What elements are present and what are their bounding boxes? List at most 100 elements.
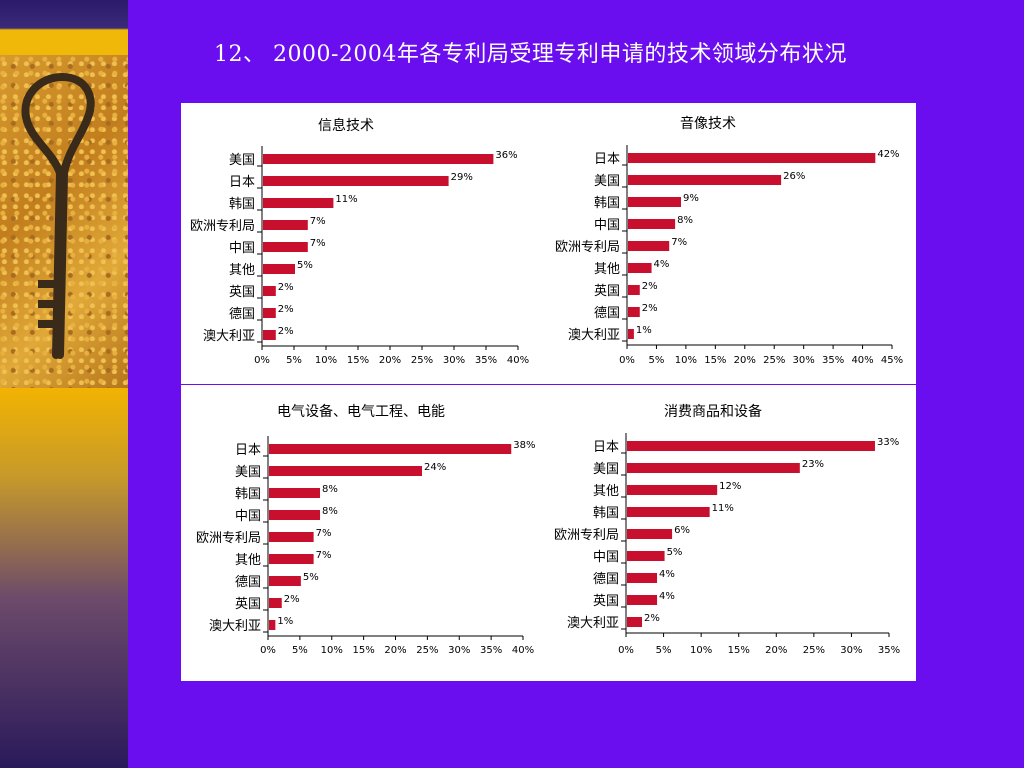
x-tick-label: 25% bbox=[411, 355, 433, 366]
bar-value-label: 7% bbox=[671, 237, 687, 248]
bar-value-label: 2% bbox=[284, 594, 300, 605]
x-tick-label: 30% bbox=[840, 645, 862, 656]
bar-value-label: 6% bbox=[674, 525, 690, 536]
chart-1: 信息技术 36% 美国 29% 日本 11% 韩国 7% 欧洲专利局 7% 中国 5% 其他 2% 英国 2%… bbox=[190, 117, 529, 366]
bar-value-label: 7% bbox=[310, 238, 326, 249]
category-label: 英国 bbox=[235, 597, 261, 612]
slide-title: 12、 2000-2004年各专利局受理专利申请的技术领域分布状况 bbox=[214, 42, 847, 67]
category-label: 韩国 bbox=[235, 487, 261, 502]
category-label: 美国 bbox=[594, 174, 620, 189]
bar-value-label: 1% bbox=[277, 616, 293, 627]
category-label: 韩国 bbox=[229, 197, 255, 212]
x-tick-label: 35% bbox=[475, 355, 497, 366]
x-tick-label: 10% bbox=[315, 355, 337, 366]
category-label: 美国 bbox=[235, 465, 261, 480]
x-tick-label: 15% bbox=[704, 355, 726, 366]
bar-value-label: 2% bbox=[278, 304, 294, 315]
x-tick-label: 10% bbox=[675, 355, 697, 366]
chart-4: 消费商品和设备 33% 日本 23% 美国 12% 其他 11% 韩国 6% 欧洲专利局 5% 中国 4%… bbox=[554, 403, 900, 656]
bar bbox=[628, 175, 782, 185]
bar-value-label: 2% bbox=[642, 281, 658, 292]
bar bbox=[628, 197, 681, 207]
x-tick-label: 10% bbox=[690, 645, 712, 656]
x-tick-label: 25% bbox=[763, 355, 785, 366]
bar-value-label: 8% bbox=[677, 215, 693, 226]
x-tick-label: 0% bbox=[260, 645, 276, 656]
bar-value-label: 11% bbox=[712, 503, 734, 514]
bar-value-label: 4% bbox=[659, 591, 675, 602]
x-tick-label: 30% bbox=[793, 355, 815, 366]
bar bbox=[269, 576, 301, 586]
bar bbox=[628, 241, 670, 251]
x-tick-label: 5% bbox=[649, 355, 665, 366]
category-label: 英国 bbox=[594, 284, 620, 299]
bar bbox=[628, 285, 640, 295]
category-label: 欧洲专利局 bbox=[196, 531, 261, 546]
bar-value-label: 38% bbox=[513, 440, 535, 451]
bar bbox=[627, 617, 643, 627]
x-tick-label: 45% bbox=[881, 355, 903, 366]
bar bbox=[269, 488, 320, 498]
bar-value-label: 29% bbox=[451, 172, 473, 183]
category-label: 日本 bbox=[229, 175, 255, 190]
x-tick-label: 25% bbox=[803, 645, 825, 656]
bar bbox=[269, 620, 276, 630]
category-label: 中国 bbox=[229, 241, 255, 256]
category-label: 其他 bbox=[235, 553, 261, 568]
category-label: 欧洲专利局 bbox=[554, 528, 619, 543]
chart-title: 信息技术 bbox=[318, 117, 374, 134]
category-label: 其他 bbox=[229, 263, 255, 278]
category-label: 德国 bbox=[229, 307, 255, 322]
x-tick-label: 25% bbox=[416, 645, 438, 656]
bar-value-label: 5% bbox=[667, 547, 683, 558]
x-tick-label: 10% bbox=[321, 645, 343, 656]
bar-value-label: 5% bbox=[303, 572, 319, 583]
chart-title: 电气设备、电气工程、电能 bbox=[277, 403, 445, 420]
chart-title: 音像技术 bbox=[680, 115, 736, 132]
bar-value-label: 4% bbox=[654, 259, 670, 270]
bar bbox=[263, 154, 494, 164]
category-label: 其他 bbox=[593, 484, 619, 499]
key-icon bbox=[21, 73, 95, 359]
x-tick-label: 20% bbox=[765, 645, 787, 656]
bar bbox=[627, 595, 658, 605]
category-label: 美国 bbox=[593, 462, 619, 477]
x-tick-label: 40% bbox=[851, 355, 873, 366]
bar-value-label: 36% bbox=[495, 150, 517, 161]
bar-value-label: 9% bbox=[683, 193, 699, 204]
bar bbox=[263, 330, 276, 340]
bar-value-label: 1% bbox=[636, 325, 652, 336]
bar bbox=[263, 286, 276, 296]
bar bbox=[627, 573, 658, 583]
chart-panel: 信息技术 36% 美国 29% 日本 11% 韩国 7% 欧洲专利局 7% 中国 5% 其他 2% 英国 2%… bbox=[181, 103, 916, 681]
category-label: 澳大利亚 bbox=[203, 328, 255, 344]
bar bbox=[269, 510, 320, 520]
x-tick-label: 0% bbox=[254, 355, 270, 366]
category-label: 英国 bbox=[229, 285, 255, 300]
bar bbox=[263, 264, 295, 274]
bar bbox=[627, 485, 718, 495]
chart-3: 电气设备、电气工程、电能 38% 日本 24% 美国 8% 韩国 8% 中国 7% 欧洲专利局 7% 其… bbox=[196, 403, 536, 656]
x-tick-label: 35% bbox=[878, 645, 900, 656]
x-tick-label: 5% bbox=[656, 645, 672, 656]
x-tick-label: 30% bbox=[443, 355, 465, 366]
category-label: 中国 bbox=[594, 218, 620, 233]
x-tick-label: 15% bbox=[353, 645, 375, 656]
bar-value-label: 7% bbox=[310, 216, 326, 227]
bar bbox=[628, 153, 876, 163]
bar bbox=[628, 307, 640, 317]
x-tick-label: 0% bbox=[619, 355, 635, 366]
category-label: 德国 bbox=[594, 306, 620, 321]
bar bbox=[263, 220, 308, 230]
x-tick-label: 40% bbox=[512, 645, 534, 656]
category-label: 韩国 bbox=[594, 196, 620, 211]
bar-value-label: 11% bbox=[335, 194, 357, 205]
bar-value-label: 4% bbox=[659, 569, 675, 580]
bar bbox=[269, 466, 422, 476]
bar bbox=[628, 329, 634, 339]
category-label: 日本 bbox=[594, 152, 620, 167]
bar bbox=[263, 242, 308, 252]
category-label: 英国 bbox=[593, 594, 619, 609]
category-label: 其他 bbox=[594, 262, 620, 277]
bar bbox=[627, 529, 673, 539]
